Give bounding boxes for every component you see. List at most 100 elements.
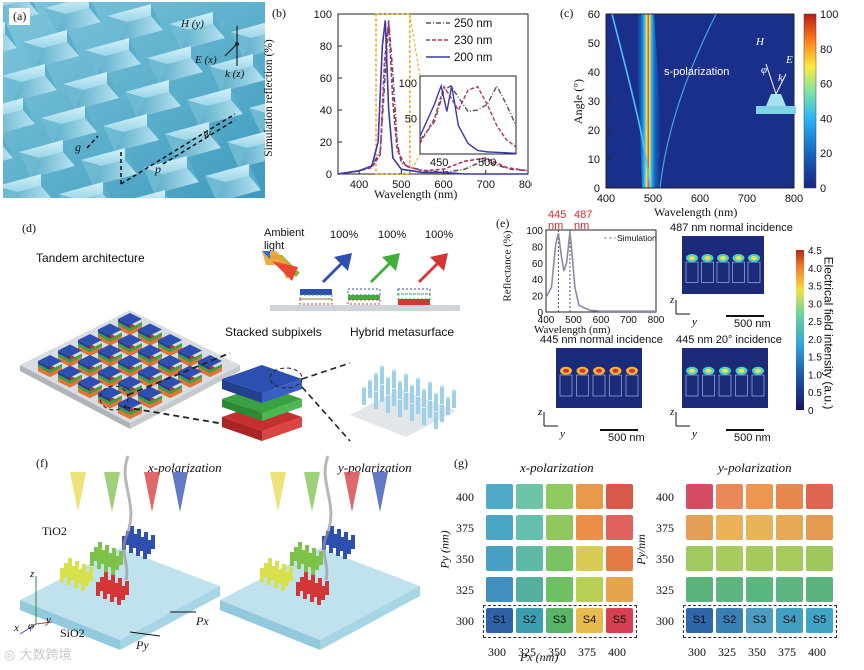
c-ylabel: Angle (°) bbox=[571, 78, 586, 125]
e-ytick-label: 20 bbox=[532, 292, 544, 303]
f-pillar bbox=[337, 529, 341, 543]
f-pillar bbox=[111, 561, 115, 575]
pyramid-top bbox=[209, 54, 253, 72]
pixel-orange-layer bbox=[158, 388, 182, 398]
pyramid-face bbox=[87, 194, 107, 198]
d-hybrid: Hybrid metasurface bbox=[350, 325, 455, 339]
f-pillar bbox=[115, 556, 119, 570]
watermark-logo-icon: ◎ bbox=[4, 648, 20, 663]
panel-d: (d) Tandem architecture Ambient light 10… bbox=[0, 215, 490, 455]
e-map-445-20-hotspot bbox=[702, 366, 715, 375]
f-pillar bbox=[90, 552, 94, 566]
e-ylabel: Reflectance (%) bbox=[501, 230, 514, 302]
e-colorbar-label: 0 bbox=[808, 406, 814, 417]
c-xtick-label: 700 bbox=[738, 193, 756, 205]
f-xpol: x-polarization bbox=[148, 460, 222, 475]
f-pillar bbox=[340, 537, 344, 551]
color-cell bbox=[686, 546, 713, 571]
b-xtick-label: 700 bbox=[477, 179, 495, 191]
color-cell bbox=[486, 515, 513, 540]
pixel-green-layer bbox=[178, 374, 202, 384]
subpixel-S2: S2 bbox=[516, 608, 543, 633]
pixel-green-layer bbox=[118, 385, 142, 394]
e-xtick-label: 400 bbox=[538, 315, 555, 326]
pixel-green-layer bbox=[78, 343, 102, 352]
e-colorbar-label: 3.5 bbox=[808, 282, 822, 293]
e-map-487-pillar-outline bbox=[685, 261, 699, 283]
f-pillar bbox=[264, 563, 268, 577]
pyramid-face bbox=[53, 118, 97, 144]
pixel-blue-side bbox=[178, 371, 190, 381]
b-inset-series bbox=[419, 83, 517, 154]
f-pillar bbox=[89, 567, 93, 581]
e-map2-title: 445 nm normal incidence bbox=[540, 334, 663, 346]
pyramid-top bbox=[81, 148, 125, 166]
color-cell bbox=[776, 546, 803, 571]
metasurface-pillar bbox=[434, 393, 438, 411]
e-colorbar-label: 1.5 bbox=[808, 353, 822, 364]
b-ytick-label: 80 bbox=[320, 41, 332, 53]
pyramid-top bbox=[41, 106, 85, 124]
panel-a: (a) H (y) E (x) k (z) g p w bbox=[3, 2, 265, 198]
pixel-green-layer bbox=[158, 364, 182, 373]
pyramid-top bbox=[107, 4, 151, 22]
e-map-445-pillar-outline bbox=[576, 374, 589, 397]
f-pillar bbox=[321, 586, 325, 600]
e-map-445-core bbox=[579, 368, 586, 373]
f-light-beam bbox=[344, 472, 360, 512]
metasurface-pillar bbox=[428, 382, 432, 400]
f-axis-y-line bbox=[35, 621, 53, 625]
pixel-green-layer bbox=[178, 353, 202, 363]
f-pillar bbox=[94, 547, 98, 561]
color-cell bbox=[606, 577, 633, 602]
metasurface-pillar bbox=[362, 387, 366, 405]
b-zoom-box bbox=[375, 13, 411, 175]
panel-label-g: (g) bbox=[454, 456, 468, 470]
e-map-445-core bbox=[596, 368, 602, 373]
f-pillar bbox=[125, 581, 129, 595]
f-pillar bbox=[326, 531, 330, 545]
metasurface-pillar bbox=[440, 404, 444, 422]
f-pillar bbox=[98, 542, 102, 556]
pyramid-face bbox=[3, 187, 17, 198]
pyramid-face bbox=[3, 110, 35, 133]
pixel-green-layer bbox=[58, 374, 82, 384]
c-xtick-label: 800 bbox=[785, 193, 803, 205]
metasurface-pillar-top bbox=[391, 368, 397, 372]
e-scale-1: 500 nm bbox=[734, 318, 771, 330]
c-field-h: H bbox=[756, 36, 764, 48]
e-map-487-core bbox=[720, 256, 726, 261]
pixel-orange-layer bbox=[118, 325, 142, 335]
pixel-orange-layer bbox=[138, 398, 162, 409]
f-pillar bbox=[136, 542, 140, 556]
c-ytick-label: 10 bbox=[588, 154, 600, 166]
panel-label-a: (a) bbox=[9, 8, 31, 25]
metasurface-pillar-top bbox=[439, 384, 445, 388]
metasurface-pillar bbox=[374, 391, 378, 409]
f-pillar bbox=[311, 575, 315, 589]
f-pillar bbox=[147, 540, 151, 554]
color-cell bbox=[516, 484, 543, 509]
pixel-green-layer bbox=[78, 364, 102, 373]
color-cell bbox=[776, 484, 803, 509]
e-ytick-label: 100 bbox=[526, 226, 543, 237]
f-pillar bbox=[108, 553, 112, 567]
f-pillar bbox=[140, 537, 144, 551]
c-ytick-label: 60 bbox=[588, 9, 600, 21]
c-annotation: s-polarization bbox=[664, 66, 730, 78]
e-map-487-hotspot bbox=[686, 254, 698, 263]
e-map-445-20-pillar-outline bbox=[718, 374, 732, 397]
b-legend-label: 200 nm bbox=[454, 52, 492, 64]
f-pillar bbox=[133, 534, 137, 548]
c-inset-pyramid bbox=[766, 94, 786, 106]
g-xpol-title: x-polarization bbox=[520, 460, 594, 475]
pyramid-face bbox=[14, 186, 52, 198]
g-col-label: 375 bbox=[778, 645, 796, 659]
g-row-label: 400 bbox=[456, 490, 474, 504]
pyramid-face bbox=[93, 160, 137, 186]
f-pillar bbox=[296, 582, 300, 596]
color-cell bbox=[576, 546, 603, 571]
f-pillar bbox=[67, 571, 71, 585]
pixel-orange-layer bbox=[38, 367, 62, 377]
